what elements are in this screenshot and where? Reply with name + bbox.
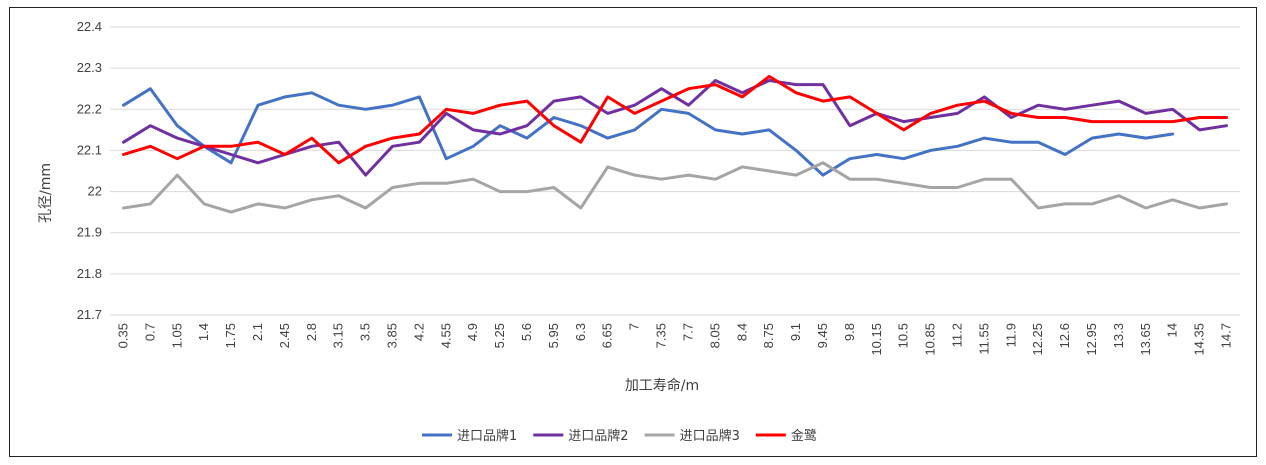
x-axis-title: 加工寿命/m — [625, 377, 699, 394]
y-axis-ticks: 21.7 21.8 21.9 22 22.1 22.2 22.3 22.4 — [77, 19, 102, 322]
x-tick-label: 2.45 — [277, 323, 292, 348]
y-tick-label: 22.4 — [77, 19, 102, 34]
x-tick-label: 13.3 — [1111, 323, 1126, 348]
x-tick-label: 5.25 — [492, 323, 507, 348]
x-tick-label: 12.95 — [1084, 323, 1099, 356]
x-tick-label: 2.8 — [304, 323, 319, 341]
x-tick-label: 0.7 — [142, 323, 157, 341]
series-line-1 — [122, 87, 1175, 177]
x-tick-label: 2.1 — [250, 323, 265, 341]
x-tick-label: 14 — [1165, 323, 1180, 337]
x-tick-label: 4.9 — [465, 323, 480, 341]
series-line-3 — [122, 161, 1228, 214]
y-tick-label: 22.3 — [77, 60, 102, 75]
x-tick-label: 14.7 — [1219, 323, 1234, 348]
legend-label: 进口品牌2 — [568, 428, 628, 444]
y-tick-label: 22.2 — [77, 101, 102, 116]
x-tick-label: 4.55 — [438, 323, 453, 348]
x-tick-label: 7 — [627, 323, 642, 330]
y-axis-title: 孔径/mm — [38, 163, 54, 223]
x-tick-label: 3.15 — [331, 323, 346, 348]
x-tick-label: 10.15 — [869, 323, 884, 356]
x-tick-label: 1.75 — [223, 323, 238, 348]
x-tick-label: 10.85 — [923, 323, 938, 356]
x-tick-label: 8.05 — [707, 323, 722, 348]
x-tick-label: 1.4 — [196, 323, 211, 341]
x-tick-label: 11.55 — [976, 323, 991, 355]
x-tick-label: 7.7 — [680, 323, 695, 341]
x-tick-label: 7.35 — [654, 323, 669, 348]
series-line-4 — [122, 74, 1228, 165]
x-axis-ticks: 0.35 0.7 1.05 1.4 1.75 2.1 2.45 2.8 3.15 3.5 3.85 4… — [115, 323, 1233, 356]
x-tick-label: 3.5 — [358, 323, 373, 341]
x-tick-label: 9.45 — [815, 323, 830, 348]
x-tick-label: 9.8 — [842, 323, 857, 341]
y-tick-label: 21.7 — [77, 307, 102, 322]
y-tick-label: 21.8 — [77, 266, 102, 281]
x-tick-label: 10.5 — [896, 323, 911, 348]
x-tick-label: 14.35 — [1192, 323, 1207, 356]
x-tick-label: 0.35 — [115, 323, 130, 348]
legend-label: 进口品牌3 — [680, 428, 740, 444]
y-tick-label: 22.1 — [77, 142, 102, 157]
x-tick-label: 11.2 — [950, 323, 965, 347]
x-tick-label: 4.2 — [411, 323, 426, 341]
legend: 进口品牌1 进口品牌2 进口品牌3 金鹭 — [422, 428, 817, 444]
x-tick-label: 11.9 — [1003, 323, 1018, 347]
x-tick-label: 6.65 — [600, 323, 615, 348]
gridlines — [110, 26, 1240, 316]
x-tick-label: 8.4 — [734, 323, 749, 341]
series-line-2 — [122, 79, 1228, 177]
chart-frame: 21.7 21.8 21.9 22 22.1 22.2 22.3 22.4 0.35 0.7 1.… — [9, 7, 1257, 457]
series-lines — [122, 74, 1228, 214]
legend-label: 金鹭 — [791, 428, 817, 444]
x-tick-label: 8.75 — [761, 323, 776, 348]
x-tick-label: 5.95 — [546, 323, 561, 348]
y-tick-label: 21.9 — [77, 225, 102, 240]
x-tick-label: 12.25 — [1030, 323, 1045, 356]
line-chart: 21.7 21.8 21.9 22 22.1 22.2 22.3 22.4 0.35 0.7 1.… — [38, 19, 1240, 444]
x-tick-label: 9.1 — [788, 323, 803, 341]
legend-label: 进口品牌1 — [457, 428, 517, 444]
x-tick-label: 6.3 — [573, 323, 588, 341]
x-tick-label: 5.6 — [519, 323, 534, 341]
x-tick-label: 1.05 — [169, 323, 184, 348]
y-tick-label: 22 — [88, 184, 102, 199]
x-tick-label: 12.6 — [1057, 323, 1072, 348]
x-tick-label: 13.65 — [1138, 323, 1153, 356]
x-tick-label: 3.85 — [385, 323, 400, 348]
